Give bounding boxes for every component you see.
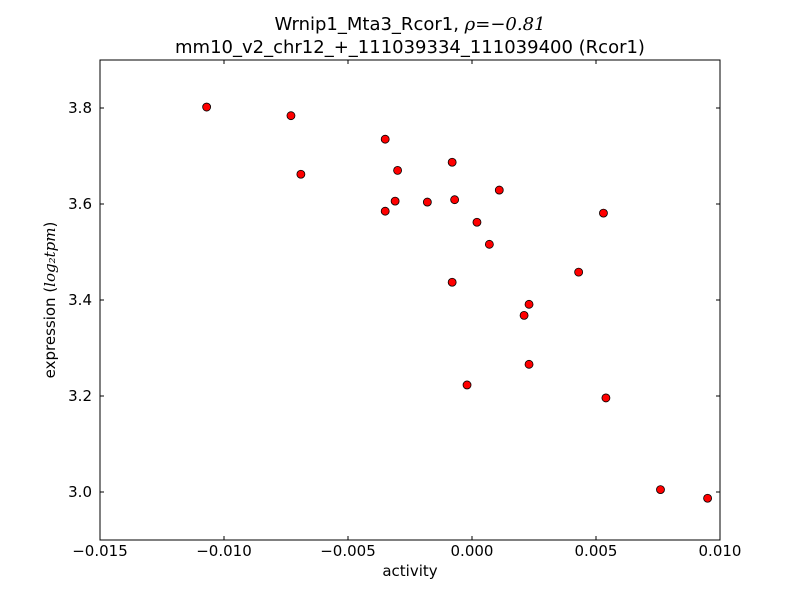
data-point bbox=[447, 157, 457, 167]
data-point bbox=[447, 277, 457, 287]
y-label-math: log₂tpm bbox=[41, 228, 59, 287]
y-label-prefix: expression ( bbox=[41, 287, 59, 379]
chart-title-line2: mm10_v2_chr12_+_111039334_111039400 (Rco… bbox=[175, 37, 645, 58]
x-tick-label: 0.005 bbox=[575, 542, 618, 560]
data-point bbox=[393, 165, 403, 175]
title-prefix: Wrnip1_Mta3_Rcor1, bbox=[275, 14, 465, 35]
x-tick-label: −0.010 bbox=[196, 542, 252, 560]
data-point bbox=[380, 134, 390, 144]
data-point bbox=[472, 217, 482, 227]
y-tick-label: 3.8 bbox=[68, 99, 92, 117]
data-point bbox=[450, 195, 460, 205]
data-point bbox=[519, 310, 529, 320]
data-point bbox=[703, 493, 712, 503]
axis-ticks: −0.015 −0.010 −0.005 0.000 0.005 0.010 3.0 3.2 3… bbox=[68, 60, 741, 560]
data-point bbox=[599, 208, 608, 218]
data-point bbox=[656, 485, 665, 495]
plot-area bbox=[99, 59, 721, 541]
x-tick-label: −0.005 bbox=[320, 542, 376, 560]
data-points bbox=[202, 102, 712, 503]
y-tick-label: 3.0 bbox=[68, 483, 92, 501]
x-tick-label: −0.015 bbox=[72, 542, 128, 560]
x-axis-label: activity bbox=[382, 562, 437, 580]
data-point bbox=[601, 393, 611, 403]
x-tick-label: 0.000 bbox=[451, 542, 494, 560]
data-point bbox=[462, 380, 472, 390]
data-point bbox=[380, 206, 390, 216]
data-point bbox=[202, 102, 212, 112]
rho-value: =−0.81 bbox=[475, 14, 545, 35]
data-point bbox=[524, 359, 534, 369]
data-point bbox=[484, 239, 494, 249]
y-tick-label: 3.6 bbox=[68, 195, 92, 213]
y-tick-label: 3.2 bbox=[68, 387, 92, 405]
data-point bbox=[296, 169, 306, 179]
data-point bbox=[494, 185, 504, 195]
data-point bbox=[524, 299, 534, 309]
chart-title-line1: Wrnip1_Mta3_Rcor1, ρ=−0.81 bbox=[275, 14, 546, 35]
data-point bbox=[422, 197, 432, 207]
data-point bbox=[574, 267, 584, 277]
rho-symbol: ρ bbox=[464, 14, 476, 35]
data-point bbox=[286, 111, 296, 121]
x-tick-label: 0.010 bbox=[699, 542, 742, 560]
y-axis-label: expression (log₂tpm) bbox=[41, 222, 59, 379]
y-tick-label: 3.4 bbox=[68, 291, 92, 309]
data-point bbox=[390, 196, 400, 206]
y-label-suffix: ) bbox=[41, 222, 59, 228]
